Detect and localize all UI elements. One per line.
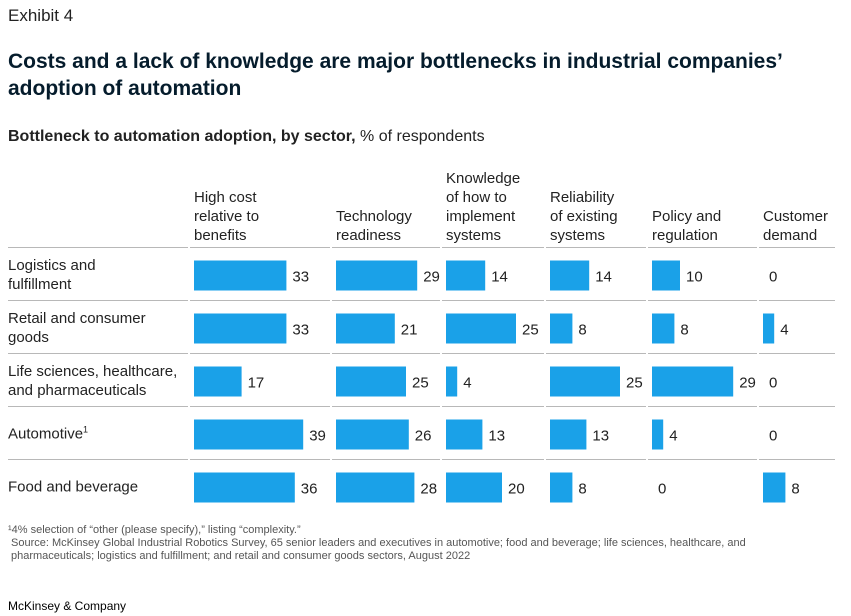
- sector-label-line: Life sciences, healthcare,: [8, 363, 177, 380]
- sector-label-line: goods: [8, 329, 49, 346]
- column-header-line: Customer: [763, 208, 828, 225]
- column-header-line: Technology: [336, 208, 412, 225]
- data-label: 4: [463, 375, 471, 392]
- column-header-line: relative to: [194, 208, 259, 225]
- bar: [446, 366, 458, 397]
- data-label: 25: [412, 375, 429, 392]
- data-label: 20: [508, 481, 525, 498]
- column-header-line: benefits: [194, 227, 247, 244]
- bar: [550, 419, 587, 450]
- sector-label-line: Food and beverage: [8, 479, 138, 496]
- data-label: 33: [292, 269, 309, 286]
- bar: [446, 260, 486, 291]
- bar: [652, 313, 675, 344]
- data-label: 0: [769, 375, 777, 392]
- data-label: 26: [415, 428, 432, 445]
- bar: [652, 366, 734, 397]
- bar: [194, 313, 287, 344]
- data-label: 4: [669, 428, 677, 445]
- column-header-line: High cost: [194, 189, 257, 206]
- bar: [336, 260, 418, 291]
- sector-label-line: and pharmaceuticals: [8, 382, 146, 399]
- data-label: 13: [488, 428, 505, 445]
- bar: [652, 419, 664, 450]
- bar: [550, 260, 590, 291]
- column-header-line: of how to: [446, 189, 507, 206]
- bar: [336, 419, 409, 450]
- column-header-line: regulation: [652, 227, 718, 244]
- footnote-1: ¹4% selection of “other (please specify)…: [8, 524, 301, 536]
- data-label: 8: [578, 322, 586, 339]
- data-label: 25: [522, 322, 539, 339]
- bar: [550, 313, 573, 344]
- data-label: 28: [420, 481, 437, 498]
- subtitle-unit: % of respondents: [355, 128, 485, 145]
- data-label: 10: [686, 269, 703, 286]
- bar: [336, 472, 415, 503]
- data-label: 8: [791, 481, 799, 498]
- column-header-line: of existing: [550, 208, 618, 225]
- brand-logo: McKinsey & Company: [8, 599, 127, 613]
- sector-label-line: fulfillment: [8, 276, 72, 293]
- source-note: Source: McKinsey Global Industrial Robot…: [11, 537, 746, 562]
- data-label: 25: [626, 375, 643, 392]
- bar: [336, 313, 395, 344]
- data-label: 29: [739, 375, 756, 392]
- bar: [194, 472, 295, 503]
- data-label: 4: [780, 322, 788, 339]
- bar: [763, 313, 775, 344]
- data-label: 8: [680, 322, 688, 339]
- bar: [194, 260, 287, 291]
- column-header-line: systems: [550, 227, 605, 244]
- chart-title: Costs and a lack of knowledge are major …: [8, 50, 782, 100]
- data-label: 39: [309, 428, 326, 445]
- data-label: 0: [658, 481, 666, 498]
- bar: [763, 472, 786, 503]
- bar: [336, 366, 406, 397]
- column-header-line: Reliability: [550, 189, 615, 206]
- column-header-line: readiness: [336, 227, 401, 244]
- footnotes: ¹4% selection of “other (please specify)…: [8, 524, 808, 563]
- data-label: 17: [248, 375, 265, 392]
- data-label: 0: [769, 269, 777, 286]
- data-label: 29: [423, 269, 440, 286]
- data-label: 33: [292, 322, 309, 339]
- data-label: 0: [769, 428, 777, 445]
- sector-label-line: Retail and consumer: [8, 310, 146, 327]
- column-header-line: implement: [446, 208, 516, 225]
- subtitle-bold: Bottleneck to automation adoption, by se…: [8, 128, 356, 145]
- data-label: 14: [491, 269, 508, 286]
- bottleneck-bar-chart: High cost relative to benefits Technology re…: [8, 170, 835, 503]
- data-label: 21: [401, 322, 418, 339]
- data-label: 8: [578, 481, 586, 498]
- column-header-line: Policy and: [652, 208, 721, 225]
- data-label: 13: [592, 428, 609, 445]
- bar: [446, 313, 516, 344]
- bar: [550, 472, 573, 503]
- sector-label-line: Automotive1: [8, 425, 88, 443]
- chart-subtitle: Bottleneck to automation adoption, by se…: [8, 128, 485, 146]
- data-label: 36: [301, 481, 318, 498]
- bar: [194, 366, 242, 397]
- sector-label-line: Logistics and: [8, 257, 96, 274]
- column-header-line: Knowledge: [446, 170, 520, 187]
- bar: [194, 419, 304, 450]
- bar: [446, 419, 483, 450]
- bar: [550, 366, 620, 397]
- bar: [652, 260, 680, 291]
- bar: [446, 472, 502, 503]
- data-label: 14: [595, 269, 612, 286]
- column-header-line: demand: [763, 227, 817, 244]
- column-header-line: systems: [446, 227, 501, 244]
- exhibit-label: Exhibit 4: [8, 6, 74, 25]
